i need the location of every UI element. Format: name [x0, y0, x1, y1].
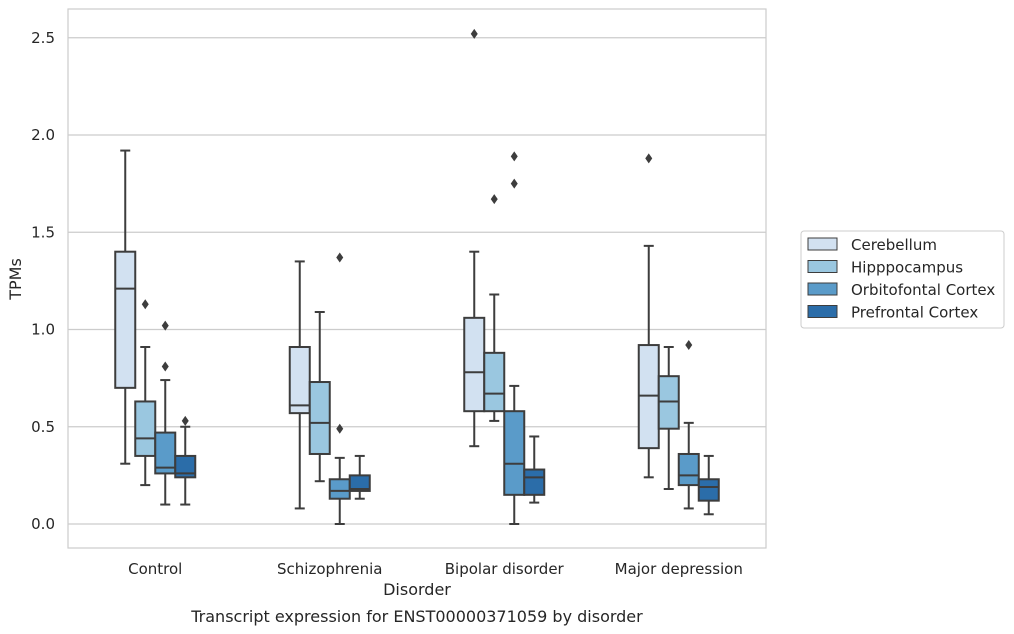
box-2-1	[483, 194, 506, 422]
plot-frame	[67, 8, 767, 549]
outlier-point	[161, 320, 169, 331]
outlier-point	[685, 340, 693, 351]
box-3-0	[637, 153, 660, 479]
legend-label: Prefrontal Cortex	[851, 304, 978, 322]
legend-swatch	[807, 237, 838, 251]
box-iqr	[154, 431, 177, 475]
x-axis-title: Disorder	[383, 580, 451, 599]
y-tick-label: 0.0	[31, 515, 55, 533]
legend-swatch	[807, 305, 838, 318]
box-1-0	[288, 260, 311, 510]
outlier-point	[161, 361, 169, 372]
box-1-1	[308, 310, 331, 483]
y-tick-label: 2.0	[31, 126, 55, 144]
box-2-0	[463, 28, 486, 448]
box-2-3	[523, 435, 546, 504]
box-3-3	[697, 454, 720, 516]
box-3-1	[657, 346, 680, 490]
box-iqr	[288, 346, 311, 415]
legend: Cerebellum Hipppocampus Orbitofontal Corte…	[800, 230, 1005, 329]
outlier-point	[645, 153, 653, 164]
outlier-point	[141, 299, 149, 310]
box-iqr	[328, 478, 351, 500]
box-1-2	[328, 252, 351, 525]
box-groups	[114, 28, 720, 525]
box-0-0	[114, 149, 137, 465]
box-iqr	[697, 478, 720, 502]
box-0-1	[134, 299, 157, 487]
box-iqr	[134, 400, 157, 457]
y-tick-label: 2.5	[31, 29, 55, 47]
box-1-3	[348, 454, 371, 500]
outlier-point	[510, 151, 518, 162]
box-0-3	[174, 415, 197, 506]
x-tick-labels: Control Schizophrenia Bipolar disorder Majo…	[128, 560, 743, 578]
box-3-2	[677, 340, 700, 510]
outlier-point	[510, 178, 518, 189]
legend-label: Hipppocampus	[851, 259, 963, 277]
y-tick-labels: 0.0 0.5 1.0 1.5 2.0 2.5	[31, 29, 55, 533]
y-tick-label: 0.5	[31, 418, 55, 436]
box-iqr	[523, 468, 546, 496]
legend-swatch	[807, 282, 838, 296]
y-axis-title: TPMs	[6, 258, 25, 301]
legend-frame	[800, 230, 1005, 329]
box-0-2	[154, 320, 177, 506]
x-tick-label: Bipolar disorder	[445, 560, 565, 578]
y-tick-label: 1.0	[31, 321, 55, 339]
chart-caption: Transcript expression for ENST0000037105…	[190, 607, 643, 626]
legend-swatch	[807, 260, 838, 273]
y-tick-label: 1.5	[31, 223, 55, 241]
box-iqr	[677, 452, 700, 487]
outlier-point	[336, 252, 344, 263]
x-tick-label: Major depression	[615, 560, 743, 578]
box-iqr	[174, 454, 197, 479]
legend-label: Cerebellum	[851, 236, 937, 254]
x-tick-label: Control	[128, 560, 182, 578]
box-iqr	[463, 316, 486, 413]
box-iqr	[114, 250, 137, 389]
x-tick-label: Schizophrenia	[277, 560, 382, 578]
box-iqr	[503, 410, 526, 496]
outlier-point	[336, 423, 344, 434]
box-2-2	[503, 151, 526, 525]
outlier-point	[470, 28, 478, 39]
outlier-point	[490, 194, 498, 205]
box-iqr	[483, 351, 506, 413]
legend-label: Orbitofontal Cortex	[851, 281, 995, 299]
box-iqr	[348, 474, 371, 492]
box-iqr	[308, 381, 331, 455]
outlier-point	[181, 415, 189, 426]
